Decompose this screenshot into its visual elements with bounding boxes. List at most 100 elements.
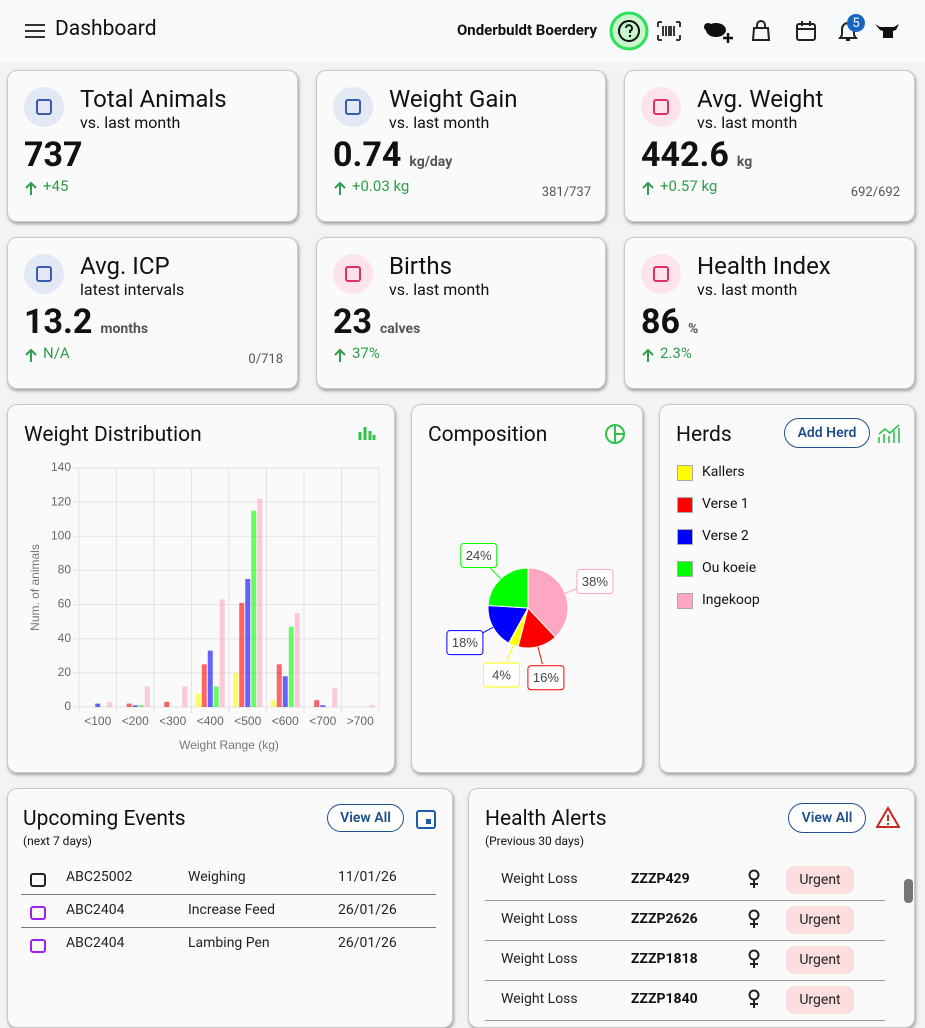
add-herd-button[interactable]: Add Herd (784, 418, 870, 448)
help-icon[interactable] (609, 11, 649, 51)
stat-card: Avg. ICP latest intervals 13.2 months N/A 0/7… (7, 237, 298, 389)
stat-title: Total Animals (80, 85, 227, 113)
female-icon (748, 949, 760, 968)
female-icon (748, 869, 760, 888)
stat-card: Weight Gain vs. last month 0.74 kg/day +0.03… (316, 70, 606, 222)
barcode-icon[interactable] (657, 21, 681, 41)
y-tick-label: 80 (58, 563, 72, 577)
stat-change: N/A (43, 344, 70, 362)
icon-glyph (345, 99, 361, 115)
stat-value: 442.6 (641, 135, 729, 175)
stat-unit: months (100, 321, 149, 337)
icon-circle (748, 989, 760, 1001)
stat-icon (24, 254, 64, 294)
pie-label-box (527, 665, 565, 691)
page-title: Dashboard (55, 17, 157, 41)
pie-slice (487, 604, 529, 644)
view-all-button[interactable]: View All (327, 804, 404, 832)
notification-badge: 5 (847, 14, 865, 32)
pie-chart-icon (605, 424, 625, 444)
stat-unit: kg (736, 154, 753, 170)
leader-line (506, 645, 514, 663)
pie-label: 4% (492, 667, 511, 682)
stat-change: 37% (352, 344, 380, 362)
row-divider (485, 980, 885, 981)
stat-card: Births vs. last month 23 calves 37% (316, 237, 606, 389)
event-cell: ABC2404 (66, 902, 125, 918)
pie-label-box (482, 662, 520, 688)
icon-cross (750, 960, 758, 968)
button-label: Add Herd (797, 425, 857, 441)
stat-unit: % (688, 321, 699, 337)
event-icon (30, 906, 46, 920)
bar (219, 599, 225, 707)
row-divider (485, 900, 885, 901)
y-tick-label: 120 (51, 494, 71, 508)
x-tick-label: <100 (84, 714, 111, 728)
bar (270, 700, 276, 707)
button-label: View All (340, 810, 391, 826)
icon-glyph (345, 266, 361, 282)
legend-swatch (677, 593, 693, 609)
bar (182, 686, 188, 707)
legend-label: Verse 2 (702, 528, 749, 544)
icon-circle (748, 909, 760, 921)
pie-label-box (460, 543, 498, 569)
pie-label-box (576, 568, 614, 594)
stat-card: Health Index vs. last month 86% 2.3% (624, 237, 915, 389)
alert-animal: ZZZP1818 (631, 951, 698, 967)
icon-shape (30, 939, 46, 953)
herd-trend-icon (878, 424, 900, 443)
y-tick-label: 60 (58, 597, 72, 611)
bar (164, 701, 170, 707)
icon-shape (30, 906, 46, 920)
chart-title: Weight Distribution (24, 423, 202, 447)
icon-cross (750, 880, 758, 888)
add-animal-icon[interactable] (703, 18, 733, 46)
leader-line (537, 646, 543, 665)
stat-subtitle: vs. last month (80, 113, 181, 132)
arrow-path (642, 181, 654, 195)
legend-label: Verse 1 (702, 496, 749, 512)
farm-name[interactable]: Onderbuldt Boerdery (456, 21, 597, 39)
events-title: Upcoming Events (23, 807, 186, 831)
stat-subtitle: vs. last month (389, 113, 490, 132)
composition-card: Composition 38% 16% 4% 18% 24% (411, 404, 643, 773)
bar (239, 602, 245, 707)
menu-icon[interactable] (25, 23, 45, 39)
bar (144, 686, 150, 707)
stat-change: +0.03 kg (352, 177, 410, 195)
calendar-icon (416, 810, 436, 829)
y-tick-label: 20 (58, 665, 72, 679)
icon-bg (641, 87, 681, 127)
pie-label: 38% (582, 574, 608, 589)
chart-title: Composition (428, 423, 548, 447)
calendar-icon[interactable] (796, 20, 816, 42)
up-arrow (334, 348, 346, 362)
icon-bg (24, 254, 64, 294)
icon-path (876, 806, 900, 828)
icon-path (614, 425, 624, 443)
stat-value: 13.2 (24, 302, 93, 342)
stat-value-row: 86% (641, 302, 698, 342)
profile-icon[interactable] (873, 20, 901, 42)
x-tick-label: <600 (272, 714, 299, 728)
icon-dot (426, 819, 431, 824)
stat-value: 0.74 (333, 135, 402, 175)
icon-cross (750, 1000, 758, 1008)
x-tick-label: <300 (159, 714, 186, 728)
event-cell: 26/01/26 (338, 902, 397, 918)
bar (276, 664, 282, 707)
bar (126, 703, 132, 707)
stat-icon (641, 87, 681, 127)
stat-value-row: 442.6 kg (641, 135, 752, 175)
alert-animal: ZZZP429 (631, 871, 690, 887)
bag-icon[interactable] (751, 20, 771, 42)
bar (314, 700, 320, 707)
stat-icon (641, 254, 681, 294)
legend-label: Kallers (702, 464, 745, 480)
view-all-button[interactable]: View All (788, 803, 866, 833)
bar (132, 705, 138, 707)
bar (257, 498, 263, 707)
bar (95, 703, 101, 707)
